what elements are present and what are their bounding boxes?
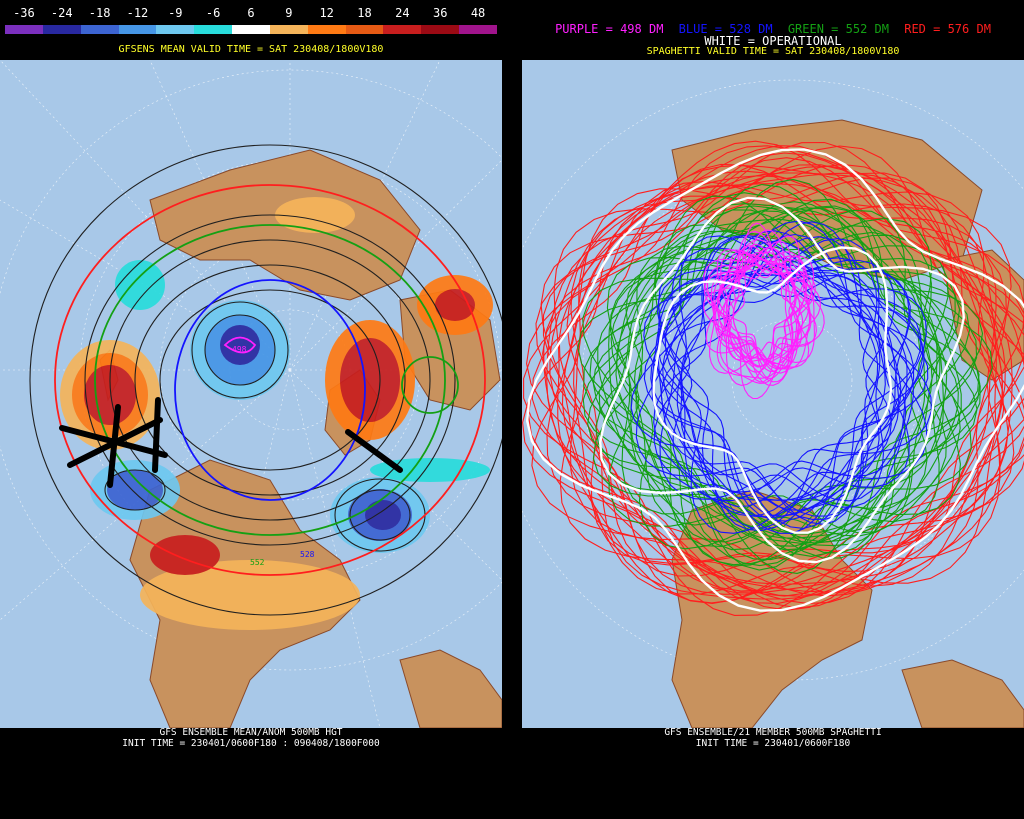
colorbar-tick-label: -24 (50, 6, 73, 20)
left-footer-init: INIT TIME = 230401/0600F180 : 090408/180… (122, 738, 380, 749)
legend-green: GREEN = 552 DM (787, 22, 889, 36)
spaghetti-member-contour (657, 258, 915, 534)
anomaly-colorbar (5, 25, 497, 34)
spaghetti-member-contour (717, 240, 800, 373)
spaghetti-member-contour (718, 255, 806, 367)
colorbar-tick-label: -9 (168, 6, 183, 20)
right-valid-time: SPAGHETTI VALID TIME = SAT 230408/1800V1… (646, 46, 900, 57)
spaghetti-member-contour (549, 145, 1003, 604)
contour-552 (94, 224, 446, 536)
contour-label-552: 552 (250, 558, 265, 567)
legend-blue: BLUE = 528 DM (678, 22, 773, 36)
contour-576 (54, 184, 486, 576)
spaghetti-member-contour (703, 262, 816, 368)
spaghetti-member-contour (658, 263, 922, 501)
spaghetti-member-contour (726, 253, 817, 367)
colorbar-swatch (5, 25, 43, 34)
spaghetti-member-contour (531, 175, 1024, 597)
spaghetti-map (522, 60, 1024, 728)
trough-markers (59, 397, 403, 488)
colorbar-labels: -36 -24 -18 -12 -9 -6 6 9 12 18 24 36 48 (5, 6, 497, 22)
spaghetti-member-contour (616, 209, 959, 548)
spaghetti-member-contour (582, 207, 993, 561)
spaghetti-member-contour (659, 220, 914, 508)
south-america (399, 649, 502, 728)
spaghetti-member-contour (566, 184, 1009, 572)
contour-label-group: 498 528 552 (232, 345, 315, 567)
right-footer-title: GFS ENSEMBLE/21 MEMBER 500MB SPAGHETTI (664, 727, 882, 738)
colorbar-swatch (459, 25, 497, 34)
spaghetti-member-contour (553, 163, 1001, 604)
colorbar-swatch (42, 25, 81, 34)
spaghetti-member-contour (608, 178, 945, 571)
spaghetti-member-contour (558, 172, 1005, 577)
colorbar-tick-label: 48 (470, 6, 486, 20)
ensemble-mean-map: 498 528 552 (0, 60, 502, 728)
right-footer-init: INIT TIME = 230401/0600F180 (695, 738, 851, 749)
colorbar-swatch (421, 25, 460, 34)
contour-label-498: 498 (232, 345, 247, 354)
colorbar-tick-label: -6 (205, 6, 221, 20)
panel-divider (502, 0, 522, 819)
operational-contour (652, 246, 893, 534)
spaghetti-member-contour (651, 238, 886, 529)
spaghetti-member-contour (522, 183, 1024, 585)
colorbar-swatch (269, 25, 308, 34)
operational-contour (598, 196, 966, 564)
spaghetti-member-contour (573, 180, 1003, 587)
spaghetti-member-contour (630, 257, 892, 511)
spaghetti-legend: PURPLE = 498 DM BLUE = 528 DM GREEN = 55… (522, 22, 1024, 36)
europe (941, 249, 1024, 381)
colorbar-swatch (80, 25, 119, 34)
legend-red: RED = 576 DM (904, 22, 991, 36)
spaghetti-member-contour (592, 209, 981, 559)
colorbar-swatch (307, 25, 346, 34)
colorbar-swatch (194, 25, 233, 34)
colorbar-swatch (232, 25, 270, 34)
left-valid-time: GFSENS MEAN VALID TIME = SAT 230408/1800… (118, 44, 384, 55)
colorbar-tick-label: -12 (126, 6, 149, 20)
ensemble-mean-panel: -36 -24 -18 -12 -9 -6 6 9 12 18 24 36 48 GFSENS MEAN… (0, 0, 502, 819)
contour-label-528: 528 (300, 550, 315, 559)
colorbar-tick-label: 36 (432, 6, 448, 20)
contour-552-cutoff (401, 356, 459, 414)
spaghetti-member-contour (589, 205, 980, 544)
operational-contour (525, 148, 1024, 612)
contour-528 (174, 279, 366, 501)
colorbar-tick-label: -18 (88, 6, 111, 20)
colorbar-tick-label: 18 (357, 6, 372, 20)
colorbar-swatch (118, 25, 157, 34)
height-contours (29, 144, 502, 616)
legend-white: WHITE = OPERATIONAL (704, 34, 842, 48)
colorbar-tick-label: 24 (395, 6, 410, 20)
colorbar-swatch (156, 25, 195, 34)
spaghetti-member-contour (660, 240, 910, 493)
contour-498 (223, 336, 257, 354)
key-contours (54, 184, 486, 576)
colorbar-swatch (383, 25, 422, 34)
spaghetti-member-contour (722, 230, 815, 386)
spaghetti-member-contour (725, 235, 800, 379)
legend-purple: PURPLE = 498 DM (555, 22, 664, 36)
colorbar-tick-label: 12 (319, 6, 334, 20)
colorbar-tick-label: -36 (13, 6, 35, 20)
spaghetti-member-contour (643, 259, 895, 517)
spaghetti-member-contour (653, 234, 928, 517)
colorbar-tick-label: 6 (247, 6, 255, 20)
spaghetti-member-contour (710, 229, 796, 374)
spaghetti-panel: PURPLE = 498 DM BLUE = 528 DM GREEN = 55… (522, 0, 1024, 819)
colorbar-tick-label: 9 (285, 6, 293, 20)
south-america (901, 659, 1024, 728)
spaghetti-member-contour (546, 141, 1013, 616)
spaghetti-member-contour (706, 247, 807, 383)
spaghetti-member-contour (676, 235, 902, 529)
left-footer-title: GFS ENSEMBLE MEAN/ANOM 500MB HGT (159, 727, 343, 738)
spaghetti-member-contour (713, 251, 809, 370)
spaghetti-contours (522, 140, 1024, 616)
spaghetti-member-contour (643, 271, 925, 520)
colorbar-swatch (345, 25, 384, 34)
